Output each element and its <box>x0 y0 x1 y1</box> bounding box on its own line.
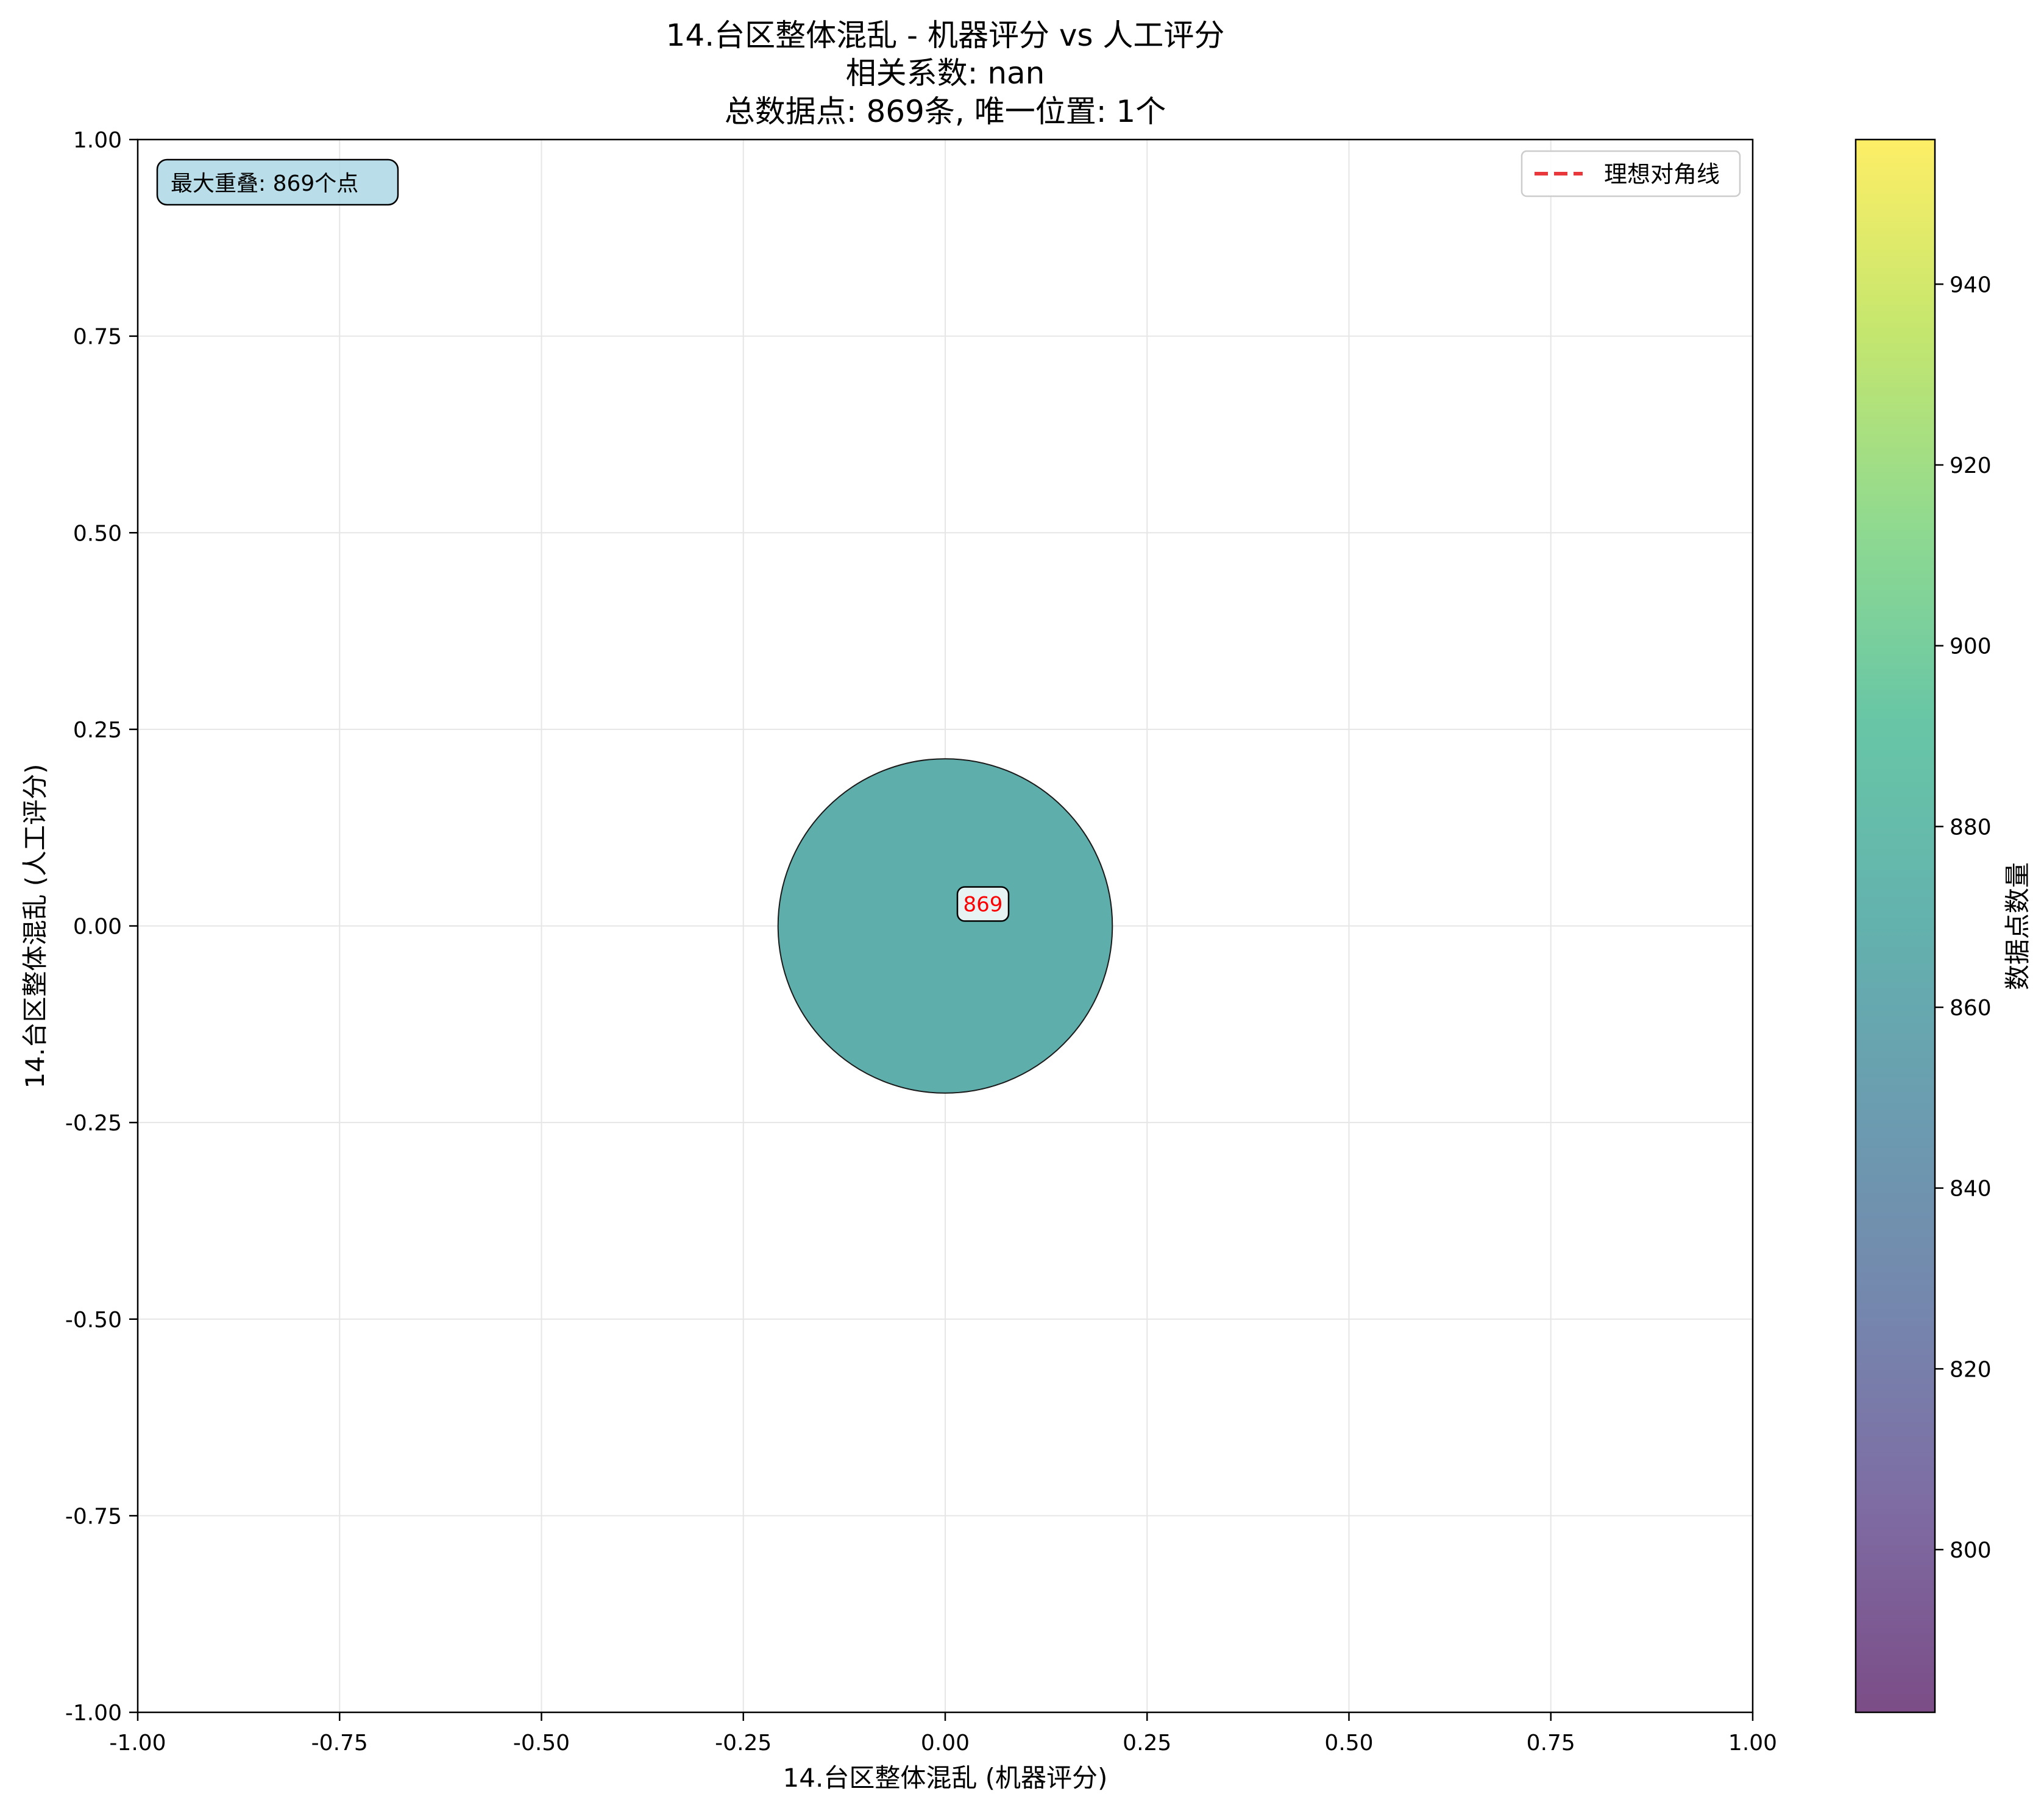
legend-box <box>1521 150 1741 197</box>
colorbar: 940 920 900 880 860 840 820 800 数据点数量 <box>1854 138 2032 1714</box>
colorbar-tick-label: 860 <box>1950 996 1992 1021</box>
colorbar-tick-label: 800 <box>1950 1538 1992 1563</box>
max-overlap-annotation: 最大重叠: 869个点 <box>156 158 399 206</box>
colorbar-tick-label: 920 <box>1950 453 1992 478</box>
y-tick-label: -0.25 <box>65 1111 122 1136</box>
colorbar-ticks: 940 920 900 880 860 840 820 800 <box>1935 272 1992 1563</box>
chart-title-line-1: 14.台区整体混乱 - 机器评分 vs 人工评分 <box>666 18 1225 53</box>
point-count-label: 869 <box>963 893 1003 917</box>
point-count-badge <box>956 886 1010 922</box>
x-tick-label: 0.50 <box>1324 1731 1373 1756</box>
colorbar-label: 数据点数量 <box>2003 862 2032 990</box>
plot-area: 869 -1.00 -0.75 -0.50 -0.25 0.00 0.25 0.50 0.75… <box>65 128 1777 1756</box>
colorbar-tick-label: 900 <box>1950 634 1992 659</box>
points: 869 <box>777 758 1113 1094</box>
x-tick-label: 0.25 <box>1123 1731 1171 1756</box>
y-tick-label: -1.00 <box>65 1701 122 1726</box>
x-tick-label: -0.25 <box>715 1731 772 1756</box>
y-tick-label: 0.50 <box>73 521 122 546</box>
colorbar-tick-label: 820 <box>1950 1357 1992 1382</box>
y-tick-label: -0.75 <box>65 1504 122 1529</box>
x-axis: -1.00 -0.75 -0.50 -0.25 0.00 0.25 0.50 0.75 1.00 <box>109 1712 1777 1756</box>
colorbar-tick-label: 880 <box>1950 815 1992 840</box>
x-tick-label: 1.00 <box>1728 1731 1777 1756</box>
x-tick-label: -0.50 <box>513 1731 570 1756</box>
y-tick-label: 0.75 <box>73 325 122 350</box>
colorbar-gradient <box>1856 140 1935 1712</box>
legend-label: 理想对角线 <box>1604 161 1720 188</box>
x-tick-label: 0.00 <box>921 1731 970 1756</box>
annotation-text: 最大重叠: 869个点 <box>171 171 358 196</box>
data-point-bubble <box>777 758 1113 1094</box>
y-tick-label: 0.00 <box>73 915 122 940</box>
y-tick-label: 0.25 <box>73 718 122 743</box>
legend: 理想对角线 <box>1521 150 1741 197</box>
y-axis: 1.00 0.75 0.50 0.25 0.00 -0.25 -0.50 -0.75 -1.00 <box>65 128 138 1726</box>
chart-title-line-2: 相关系数: nan <box>846 55 1045 91</box>
y-tick-label: -0.50 <box>65 1308 122 1333</box>
x-tick-label: 0.75 <box>1527 1731 1575 1756</box>
colorbar-frame <box>1854 138 1936 1714</box>
x-tick-label: -0.75 <box>311 1731 368 1756</box>
colorbar-tick-label: 840 <box>1950 1177 1992 1202</box>
colorbar-tick-label: 940 <box>1950 272 1992 297</box>
annotation-box <box>156 158 399 206</box>
x-axis-label: 14.台区整体混乱 (机器评分) <box>783 1763 1108 1793</box>
y-tick-label: 1.00 <box>73 128 122 153</box>
x-tick-label: -1.00 <box>109 1731 166 1756</box>
y-axis-label: 14.台区整体混乱 (人工评分) <box>20 764 50 1089</box>
chart-title-line-3: 总数据点: 869条, 唯一位置: 1个 <box>725 94 1166 129</box>
